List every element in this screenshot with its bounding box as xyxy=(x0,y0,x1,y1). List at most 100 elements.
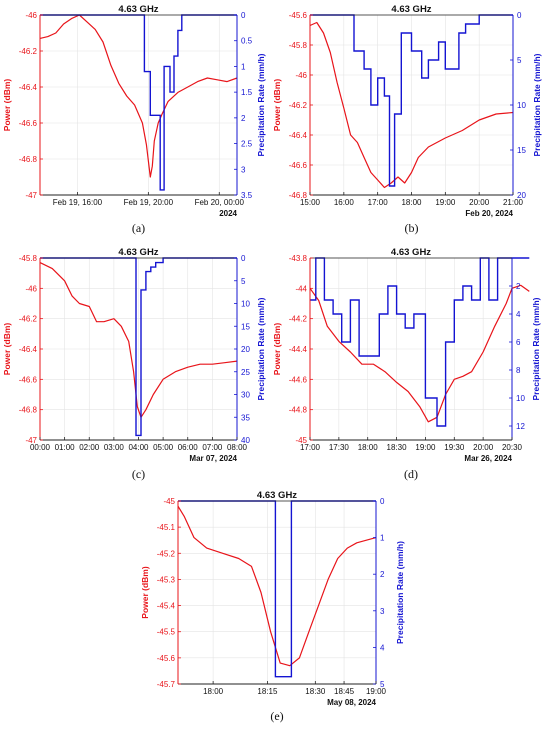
power-series-line xyxy=(39,262,238,418)
chart-title: 4.63 GHz xyxy=(118,4,158,15)
x-tick-label: 07:00 xyxy=(202,443,223,452)
x-tick-label: 08:00 xyxy=(227,443,248,452)
right-tick-label: 10 xyxy=(241,300,250,309)
right-y-axis-label: Precipitation Rate (mm/h) xyxy=(531,297,541,400)
right-tick-label: 4 xyxy=(516,310,521,319)
left-tick-label: -45.2 xyxy=(157,549,176,558)
left-tick-label: -46.4 xyxy=(19,345,38,354)
left-tick-label: -45.5 xyxy=(157,628,176,637)
x-tick-label: Feb 19, 16:00 xyxy=(53,198,103,207)
right-tick-label: 2 xyxy=(241,114,246,123)
left-tick-label: -46.6 xyxy=(19,375,38,384)
x-tick-label: 20:00 xyxy=(473,443,494,452)
left-tick-label: -45 xyxy=(295,436,307,445)
right-tick-label: 1 xyxy=(241,62,246,71)
x-tick-label: 15:00 xyxy=(300,198,321,207)
left-tick-label: -45.6 xyxy=(289,11,308,20)
chart-title: 4.63 GHz xyxy=(391,247,431,258)
left-tick-label: -46.6 xyxy=(19,119,38,128)
right-y-axis-label: Precipitation Rate (mm/h) xyxy=(395,541,405,644)
precipitation-series-line xyxy=(310,14,513,187)
right-tick-label: 40 xyxy=(241,436,250,445)
left-tick-label: -46.8 xyxy=(19,155,38,164)
x-tick-label: 18:30 xyxy=(305,687,326,696)
x-axis-date-label: Mar 07, 2024 xyxy=(189,454,237,463)
left-y-axis-label: Power (dBm) xyxy=(272,323,282,376)
right-tick-label: 20 xyxy=(517,191,526,200)
left-tick-label: -44.2 xyxy=(289,315,308,324)
x-axis-date-label: Mar 26, 2024 xyxy=(464,454,512,463)
left-y-axis-label: Power (dBm) xyxy=(272,79,282,132)
x-tick-label: 16:00 xyxy=(334,198,355,207)
chart-title: 4.63 GHz xyxy=(257,490,297,501)
left-tick-label: -45.1 xyxy=(157,523,176,532)
x-tick-label: 19:00 xyxy=(415,443,436,452)
panel-caption: (a) xyxy=(132,221,145,235)
right-tick-label: 4 xyxy=(380,643,385,652)
right-tick-label: 0 xyxy=(241,254,246,263)
left-y-axis-label: Power (dBm) xyxy=(2,79,12,132)
chart-title: 4.63 GHz xyxy=(118,247,158,258)
right-tick-label: 2 xyxy=(380,570,385,579)
panel-1: -45.6 -45.8 -46 -46.2 -46.4 -46.6 -46.8 0 5 10 15 2… xyxy=(272,4,542,235)
left-y-axis-label: Power (dBm) xyxy=(140,566,150,619)
x-tick-label: 00:00 xyxy=(30,443,51,452)
x-tick-label: 17:30 xyxy=(329,443,350,452)
x-tick-label: 18:30 xyxy=(387,443,408,452)
right-y-axis-label: Precipitation Rate (mm/h) xyxy=(256,297,266,400)
x-tick-label: 02:00 xyxy=(79,443,100,452)
precipitation-series-line xyxy=(310,257,530,427)
left-tick-label: -44.6 xyxy=(289,375,308,384)
power-series-line xyxy=(177,505,377,667)
left-tick-label: -46 xyxy=(295,71,307,80)
left-tick-label: -47 xyxy=(25,436,37,445)
right-tick-label: 3.5 xyxy=(241,191,253,200)
left-tick-label: -46.2 xyxy=(19,315,38,324)
panel-2: -45.8 -46 -46.2 -46.4 -46.6 -46.8 -47 0 5 10 15 20 2… xyxy=(2,247,266,481)
right-tick-label: 8 xyxy=(516,366,521,375)
left-tick-label: -47 xyxy=(25,191,37,200)
x-tick-label: 19:30 xyxy=(444,443,465,452)
left-y-axis-label: Power (dBm) xyxy=(2,323,12,376)
left-tick-label: -46.8 xyxy=(19,406,38,415)
left-tick-label: -44 xyxy=(295,284,307,293)
x-tick-label: 05:00 xyxy=(153,443,174,452)
right-tick-label: 20 xyxy=(241,345,250,354)
plot-area xyxy=(178,501,376,684)
right-tick-label: 25 xyxy=(241,368,250,377)
left-tick-label: -45.6 xyxy=(157,654,176,663)
left-tick-label: -45 xyxy=(163,497,175,506)
left-tick-label: -46.6 xyxy=(289,161,308,170)
left-tick-label: -45.8 xyxy=(289,41,308,50)
right-tick-label: 1 xyxy=(380,534,385,543)
x-tick-label: 18:00 xyxy=(358,443,379,452)
x-tick-label: 18:15 xyxy=(257,687,278,696)
right-tick-label: 2 xyxy=(516,282,521,291)
x-tick-label: 19:00 xyxy=(435,198,456,207)
right-tick-label: 5 xyxy=(517,56,522,65)
left-tick-label: -46.8 xyxy=(289,191,308,200)
right-tick-label: 0 xyxy=(517,11,522,20)
x-tick-label: 20:00 xyxy=(469,198,490,207)
x-tick-label: 01:00 xyxy=(55,443,76,452)
plot-area xyxy=(40,15,237,195)
right-tick-label: 2.5 xyxy=(241,140,253,149)
right-y-axis-label: Precipitation Rate (mm/h) xyxy=(532,53,542,156)
right-tick-label: 0.5 xyxy=(241,37,253,46)
right-tick-label: 3 xyxy=(241,165,246,174)
x-tick-label: 18:45 xyxy=(334,687,355,696)
right-tick-label: 1.5 xyxy=(241,88,253,97)
right-tick-label: 15 xyxy=(241,322,250,331)
left-tick-label: -46.2 xyxy=(289,101,308,110)
left-tick-label: -45.8 xyxy=(19,254,38,263)
x-axis-date-label: Feb 20, 2024 xyxy=(465,209,513,218)
left-tick-label: -45.4 xyxy=(157,602,176,611)
x-tick-label: 17:00 xyxy=(368,198,389,207)
precipitation-series-line xyxy=(40,257,237,437)
power-series-line xyxy=(309,284,530,423)
left-tick-label: -45.3 xyxy=(157,575,176,584)
x-axis-date-label: May 08, 2024 xyxy=(327,698,376,707)
left-tick-label: -46.2 xyxy=(19,47,38,56)
left-tick-label: -46.4 xyxy=(289,131,308,140)
